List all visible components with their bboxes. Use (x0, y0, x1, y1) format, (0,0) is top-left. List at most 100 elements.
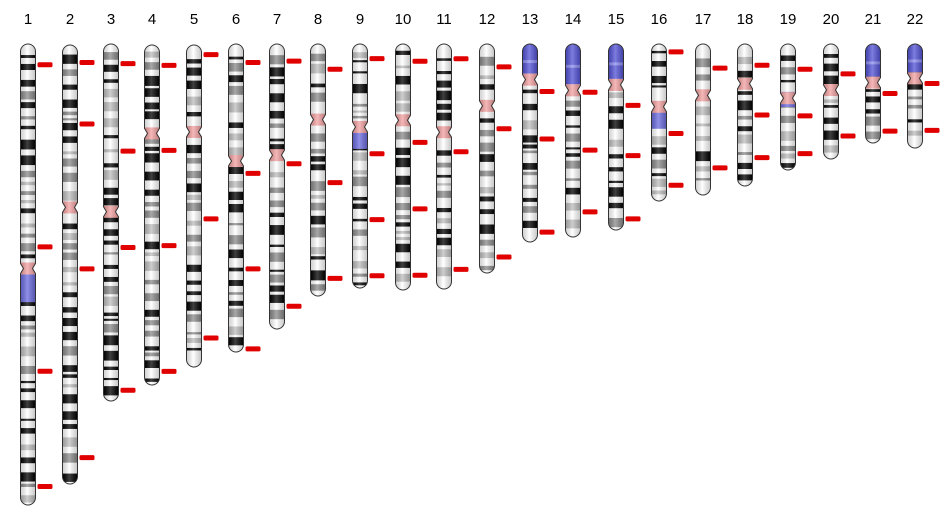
locus-marker (625, 216, 641, 222)
chromosome-outline (436, 43, 452, 290)
chromosome-outline (186, 44, 202, 368)
locus-marker (203, 52, 219, 58)
locus-marker (120, 61, 136, 67)
locus-marker (797, 113, 813, 119)
chromosome-label: 17 (695, 11, 712, 28)
locus-marker (840, 133, 856, 139)
chromosome-18: 18 (737, 11, 770, 187)
locus-marker (327, 180, 343, 186)
chromosome-12: 12 (479, 11, 512, 274)
chromosome-20: 20 (823, 11, 856, 160)
locus-marker (79, 266, 95, 272)
chromosome-label: 11 (436, 11, 452, 28)
chromosome-label: 16 (651, 11, 668, 28)
chromosome-outline (565, 43, 581, 238)
locus-marker (37, 62, 53, 68)
locus-marker (496, 254, 512, 260)
locus-marker (369, 56, 385, 62)
chromosome-label: 8 (314, 11, 322, 28)
locus-marker (412, 206, 428, 212)
chromosome-outline (144, 44, 160, 386)
chromosome-label: 20 (823, 11, 840, 28)
chromosome-22: 22 (907, 11, 940, 149)
locus-marker (625, 153, 641, 159)
chromosome-outline (352, 43, 368, 289)
locus-marker (245, 266, 261, 272)
chromosome-outline (865, 43, 881, 144)
locus-marker (79, 60, 95, 66)
locus-marker (924, 81, 940, 87)
locus-marker (79, 121, 95, 127)
chromosome-8: 8 (310, 11, 343, 297)
locus-marker (539, 136, 555, 142)
chromosome-outline (907, 43, 923, 149)
locus-marker (412, 139, 428, 145)
chromosome-3: 3 (103, 11, 136, 402)
chromosome-11: 11 (436, 11, 469, 290)
locus-marker (496, 126, 512, 132)
locus-marker (161, 368, 177, 374)
chromosome-4: 4 (144, 11, 177, 386)
chromosome-outline (780, 43, 796, 171)
chromosome-label: 14 (565, 11, 582, 28)
chromosome-15: 15 (608, 11, 641, 231)
chromosome-label: 4 (148, 11, 156, 28)
chromosome-9: 9 (352, 11, 385, 289)
chromosome-outline (608, 43, 624, 231)
locus-marker (161, 147, 177, 153)
chromosome-outline (20, 43, 36, 506)
chromosome-outline (522, 43, 538, 243)
chromosome-label: 2 (66, 11, 74, 28)
locus-marker (582, 147, 598, 153)
locus-marker (161, 62, 177, 68)
chromosome-2: 2 (62, 11, 95, 485)
locus-marker (79, 455, 95, 461)
locus-marker (327, 66, 343, 72)
locus-marker (327, 275, 343, 281)
locus-marker (369, 273, 385, 279)
chromosome-label: 15 (608, 11, 625, 28)
chromosome-10: 10 (395, 11, 428, 291)
chromosome-label: 13 (522, 11, 539, 28)
chromosome-label: 12 (479, 11, 496, 28)
locus-marker (453, 149, 469, 155)
chromosome-13: 13 (522, 11, 555, 243)
locus-marker (797, 66, 813, 72)
locus-marker (453, 56, 469, 62)
locus-marker (37, 484, 53, 490)
locus-marker (203, 335, 219, 341)
chromosome-label: 10 (395, 11, 412, 28)
chromosome-outline (395, 43, 411, 291)
locus-marker (245, 59, 261, 65)
chromosome-outline (103, 43, 119, 402)
locus-marker (161, 243, 177, 249)
locus-marker (668, 49, 684, 55)
locus-marker (37, 368, 53, 374)
locus-marker (754, 112, 770, 118)
chromosome-6: 6 (228, 11, 261, 353)
locus-marker (882, 128, 898, 134)
chromosome-label: 21 (865, 11, 882, 28)
locus-marker (754, 155, 770, 161)
locus-marker (245, 346, 261, 352)
locus-marker (882, 91, 898, 96)
chromosome-7: 7 (269, 11, 302, 330)
locus-marker (120, 244, 136, 250)
locus-marker (286, 161, 302, 167)
chromosome-label: 6 (232, 11, 240, 28)
chromosome-outline (310, 43, 326, 297)
locus-marker (412, 58, 428, 64)
chromosome-label: 5 (190, 11, 198, 28)
chromosome-19: 19 (780, 11, 813, 171)
chromosome-label: 7 (273, 11, 281, 28)
chromosome-outline (695, 43, 711, 196)
locus-marker (712, 65, 728, 71)
locus-marker (539, 229, 555, 235)
locus-marker (582, 89, 598, 95)
chromosome-label: 9 (356, 11, 364, 28)
chromosome-outline (269, 43, 285, 330)
chromosome-5: 5 (186, 11, 219, 368)
locus-marker (840, 71, 856, 77)
